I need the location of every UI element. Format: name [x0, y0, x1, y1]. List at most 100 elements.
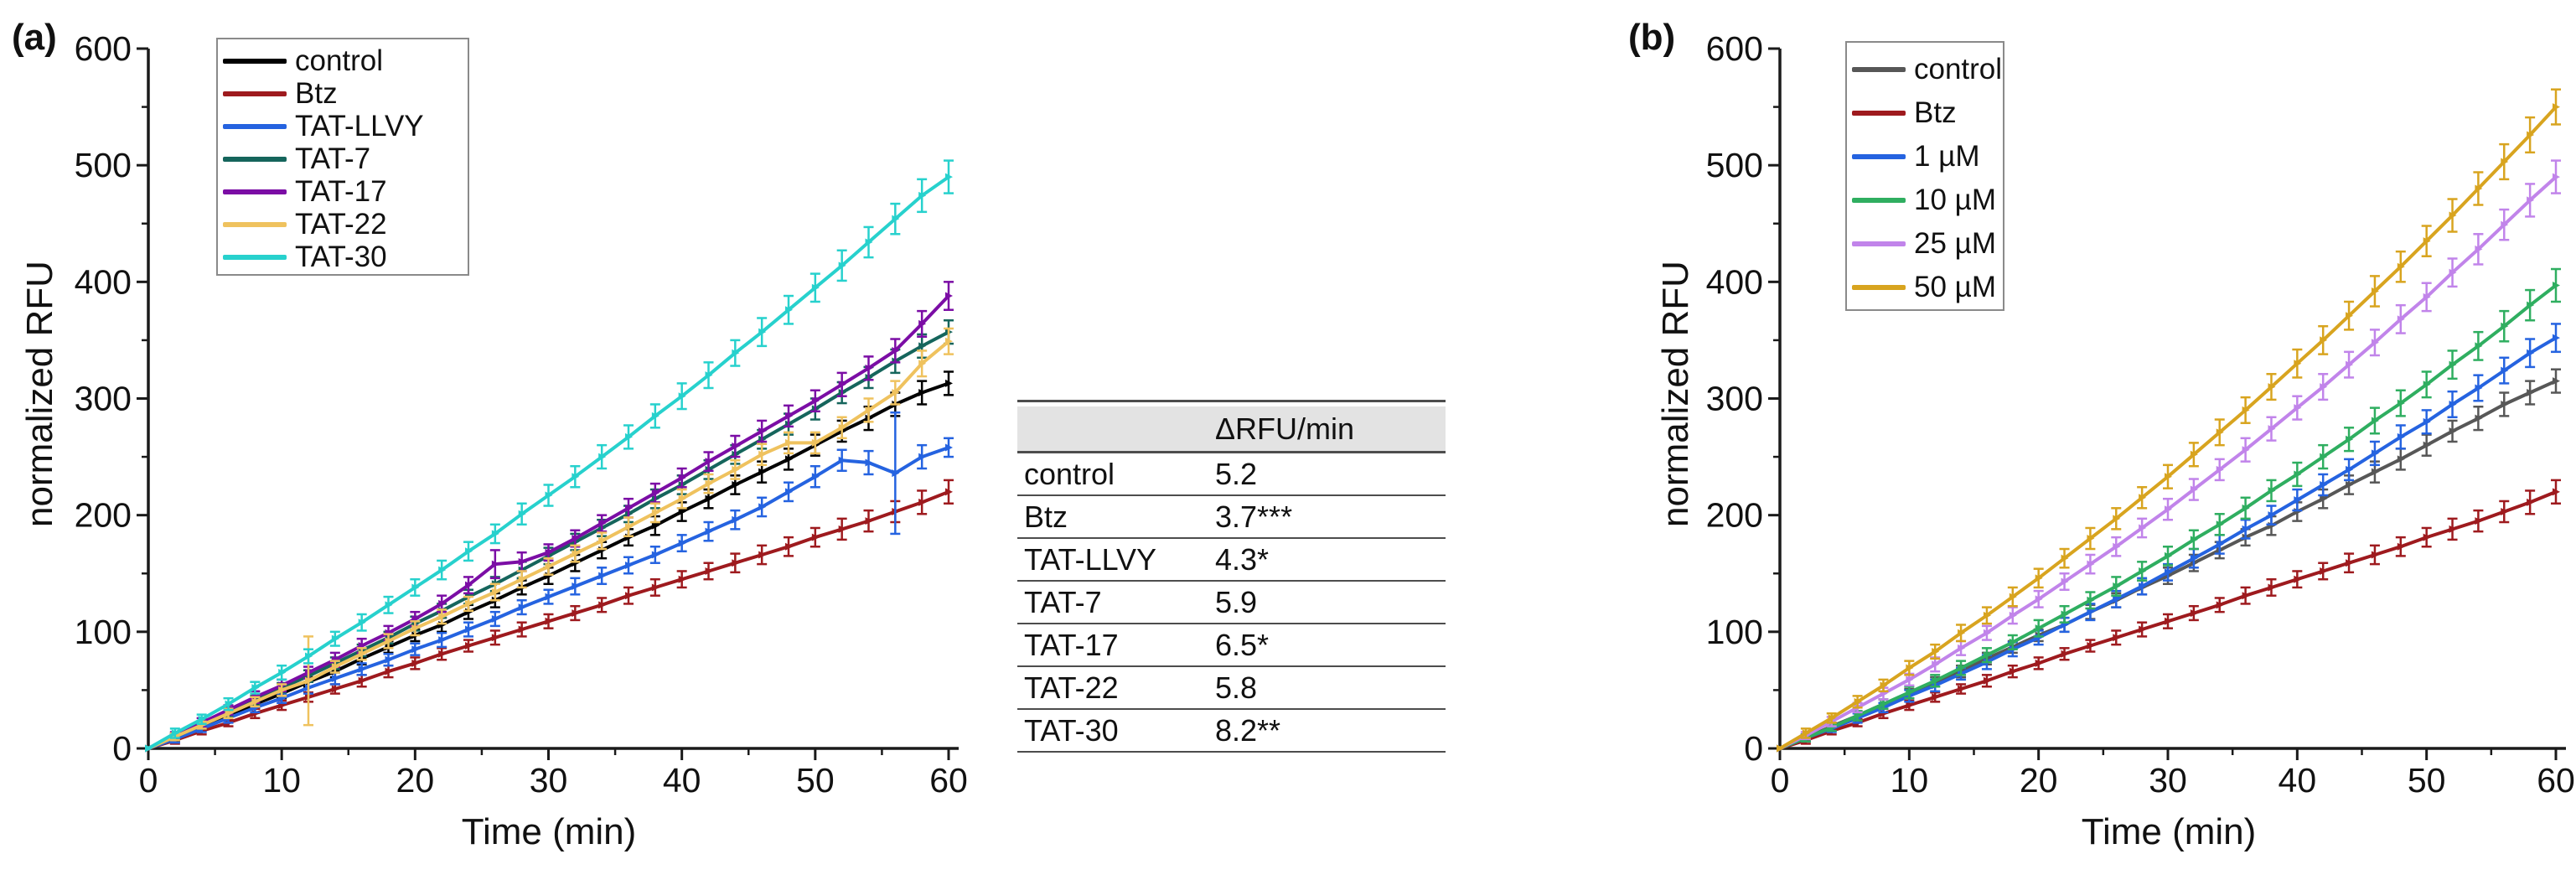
table-row: TAT-30 8.2**	[1017, 710, 1446, 753]
x-tick-label: 0	[139, 761, 158, 800]
x-tick-label: 20	[2020, 761, 2058, 800]
row-value: 6.5*	[1215, 627, 1270, 662]
legend-item: TAT-17	[223, 175, 468, 208]
x-tick-label: 60	[929, 761, 968, 800]
legend-label: 1 µM	[1914, 140, 1980, 173]
x-tick-label: 20	[396, 761, 435, 800]
y-tick-label: 0	[1744, 729, 1763, 768]
legend-label: control	[1914, 53, 2003, 85]
series-TAT-30	[145, 159, 954, 753]
chart-a-y-axis-title: normalized RFU	[19, 261, 60, 527]
row-value: 5.8	[1215, 670, 1258, 705]
x-tick-label: 30	[530, 761, 568, 800]
legend-item: Btz	[223, 77, 468, 110]
row-label: TAT-22	[1024, 670, 1119, 705]
legend-label: control	[295, 44, 384, 77]
legend-line-swatch	[1852, 111, 1906, 116]
series-Btz	[145, 479, 954, 753]
table-row: TAT-7 5.9	[1017, 582, 1446, 624]
table-row: control 5.2	[1017, 453, 1446, 496]
row-value: 8.2**	[1215, 712, 1281, 748]
y-tick-label: 100	[75, 613, 132, 651]
legend-line-swatch	[223, 156, 287, 162]
row-value: 4.3*	[1215, 541, 1270, 577]
legend-item: TAT-22	[223, 208, 468, 241]
legend-line-swatch	[1852, 198, 1906, 203]
chart-a-x-axis-title: Time (min)	[461, 811, 637, 852]
y-tick-label: 600	[75, 29, 132, 68]
rfu-table-header-value: ΔRFU/min	[1215, 411, 1355, 446]
table-row: Btz 3.7***	[1017, 496, 1446, 539]
y-tick-label: 300	[1706, 380, 1763, 418]
table-row: TAT-17 6.5*	[1017, 624, 1446, 667]
legend-line-swatch	[223, 221, 287, 227]
legend-item: control	[223, 44, 468, 77]
legend-line-swatch	[223, 254, 287, 260]
row-label: control	[1024, 456, 1115, 491]
rfu-table: ΔRFU/min control 5.2 Btz 3.7*** TAT-LLVY…	[1017, 400, 1446, 753]
legend-item: TAT-7	[223, 142, 468, 175]
legend-item: TAT-LLVY	[223, 110, 468, 142]
legend-label: 50 µM	[1914, 271, 1996, 303]
x-tick-label: 30	[2149, 761, 2187, 800]
row-label: TAT-7	[1024, 584, 1102, 619]
series-Btz	[1777, 479, 2561, 753]
row-value: 3.7***	[1215, 499, 1293, 534]
x-tick-label: 40	[663, 761, 701, 800]
y-tick-label: 400	[75, 262, 132, 301]
legend-label: TAT-LLVY	[295, 109, 424, 142]
legend-label: TAT-17	[295, 174, 387, 208]
chart-a-legend: control Btz TAT-LLVY TAT-7 TAT-17 TAT-22 TAT-3…	[216, 38, 469, 276]
legend-line-swatch	[1852, 154, 1906, 159]
legend-label: 10 µM	[1914, 184, 1996, 216]
legend-label: Btz	[1914, 96, 1957, 129]
chart-b-x-axis-title: Time (min)	[2081, 811, 2257, 852]
series-TAT-22	[145, 327, 954, 753]
legend-line-swatch	[223, 123, 287, 129]
x-tick-label: 50	[796, 761, 835, 800]
row-label: TAT-17	[1024, 627, 1119, 662]
x-tick-label: 50	[2408, 761, 2446, 800]
x-tick-label: 10	[1891, 761, 1929, 800]
legend-item: TAT-30	[223, 241, 468, 273]
legend-label: TAT-7	[295, 142, 371, 175]
legend-label: TAT-30	[295, 240, 387, 273]
legend-item: 25 µM	[1852, 222, 2003, 266]
legend-label: TAT-22	[295, 207, 387, 241]
table-row: TAT-LLVY 4.3*	[1017, 539, 1446, 582]
legend-line-swatch	[223, 189, 287, 194]
x-tick-label: 0	[1771, 761, 1790, 800]
legend-item: 10 µM	[1852, 179, 2003, 222]
x-tick-label: 40	[2279, 761, 2317, 800]
y-tick-label: 500	[75, 146, 132, 184]
y-tick-label: 500	[1706, 146, 1763, 184]
row-value: 5.2	[1215, 456, 1258, 491]
legend-item: control	[1852, 48, 2003, 91]
x-tick-label: 60	[2537, 761, 2575, 800]
series-TAT-7	[145, 319, 954, 753]
rfu-table-header-row: ΔRFU/min	[1017, 406, 1446, 453]
series-TAT-LLVY	[145, 411, 954, 753]
panel-a-label: (a)	[12, 17, 57, 58]
legend-label: 25 µM	[1914, 227, 1996, 260]
series-50-µM	[1777, 88, 2561, 753]
legend-line-swatch	[1852, 67, 1906, 72]
legend-line-swatch	[1852, 241, 1906, 246]
y-tick-label: 100	[1706, 613, 1763, 651]
y-tick-label: 400	[1706, 262, 1763, 301]
series-10-µM	[1777, 267, 2561, 753]
row-value: 5.9	[1215, 584, 1258, 619]
row-label: TAT-30	[1024, 712, 1119, 748]
y-tick-label: 600	[1706, 29, 1763, 68]
legend-line-swatch	[223, 58, 287, 64]
table-row: TAT-22 5.8	[1017, 667, 1446, 710]
legend-line-swatch	[1852, 285, 1906, 290]
legend-item: 1 µM	[1852, 135, 2003, 179]
y-tick-label: 200	[75, 496, 132, 535]
legend-item: Btz	[1852, 91, 2003, 135]
